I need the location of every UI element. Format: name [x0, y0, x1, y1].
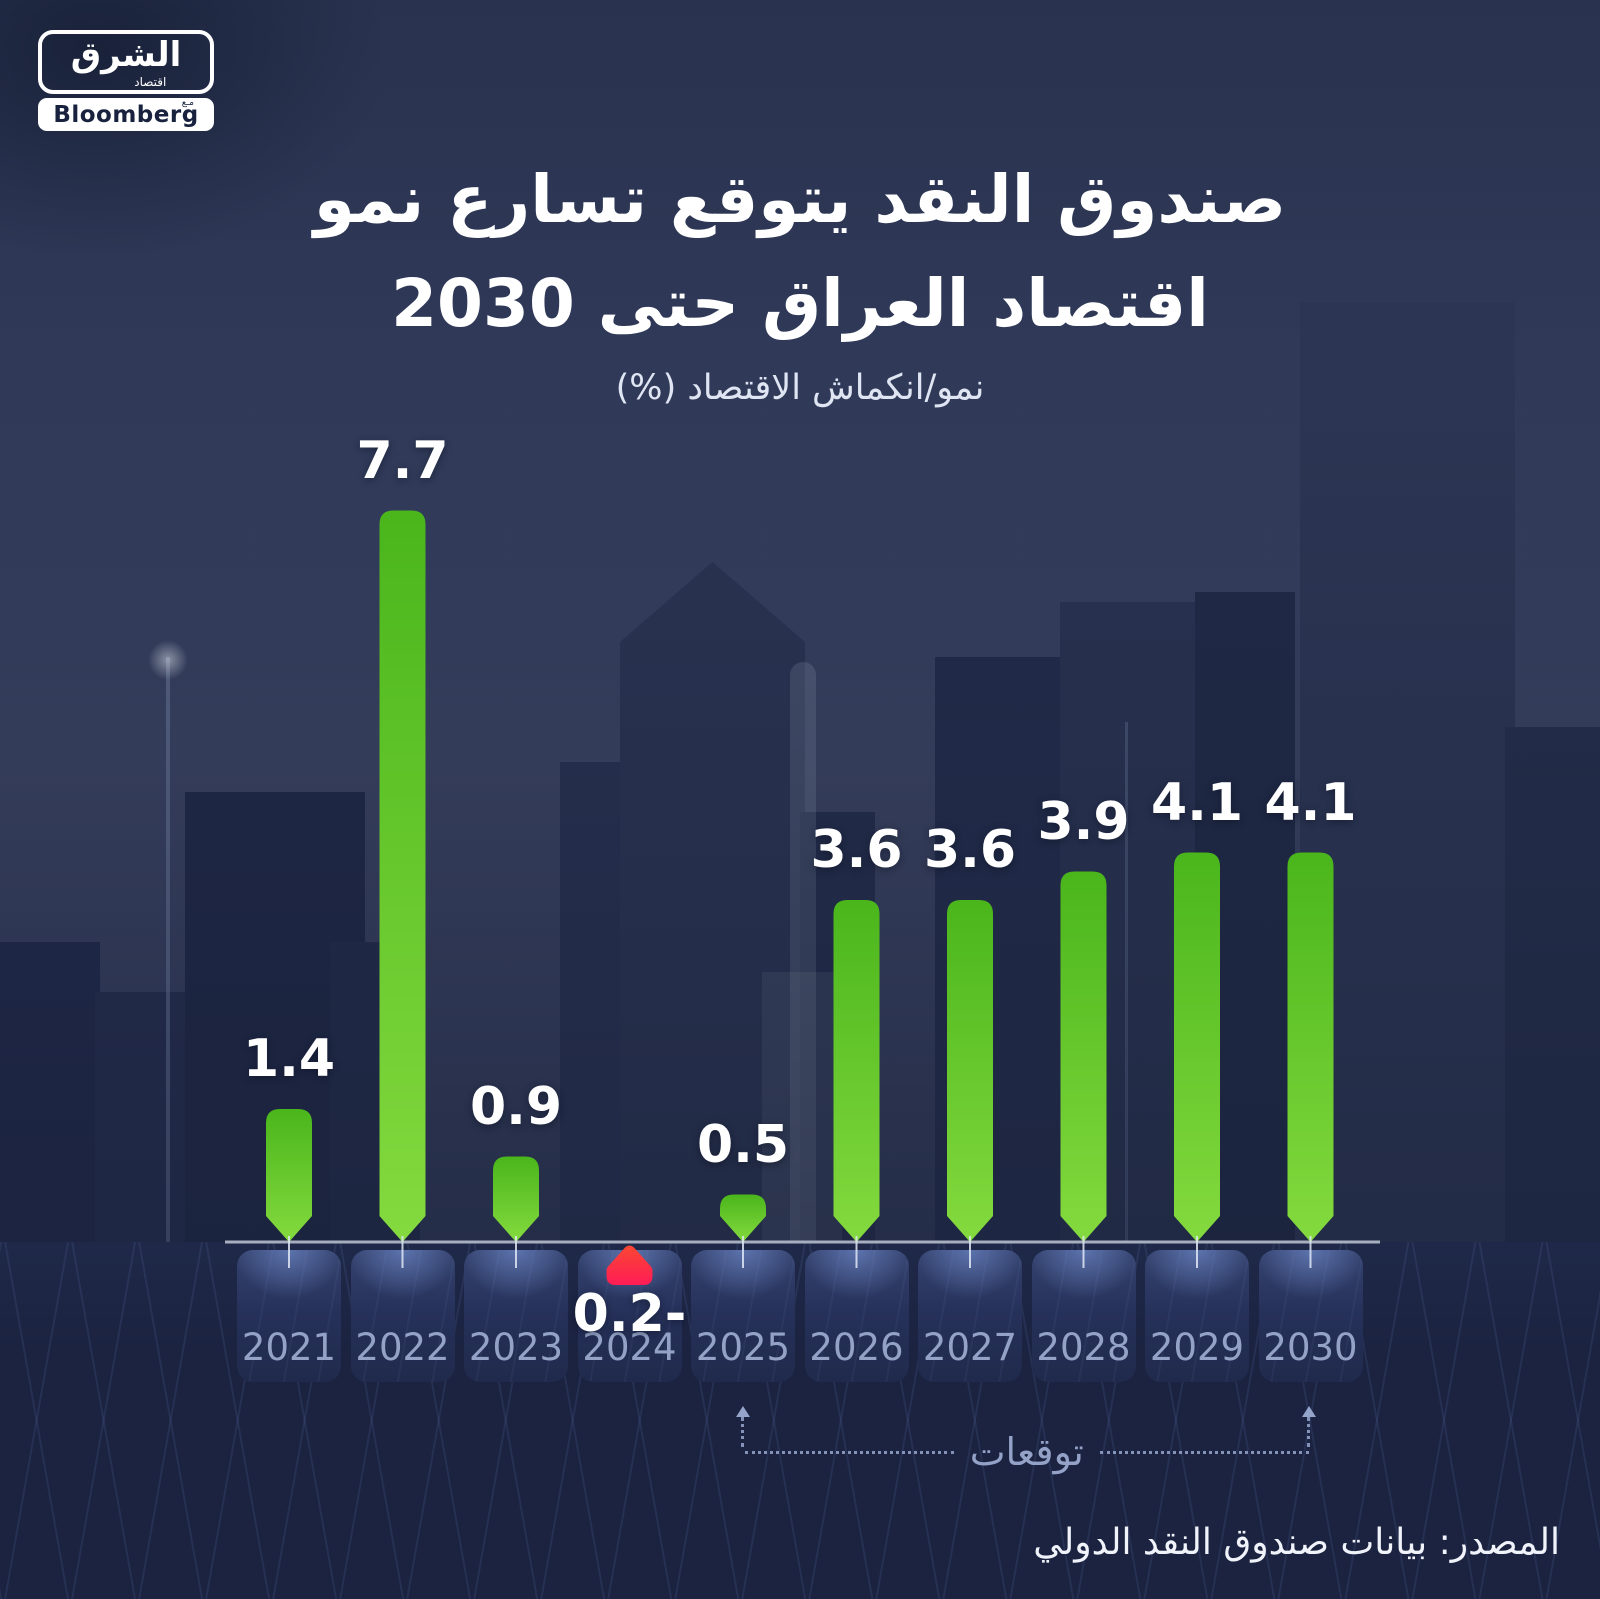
chart-subtitle: نمو/انكماش الاقتصاد (%)	[615, 368, 985, 408]
bar-value-label: 4.1	[1264, 772, 1357, 833]
year-label: 2024	[582, 1326, 677, 1369]
year-label: 2026	[809, 1326, 904, 1369]
bar-value-label: 0.5	[696, 1114, 790, 1175]
page-title-line1: صندوق النقد يتوقع تسارع نمو	[313, 161, 1287, 238]
bar-value-label: 1.4	[242, 1029, 336, 1089]
forecast-arrow-left-icon	[736, 1406, 750, 1417]
year-panel: 2024	[577, 1250, 682, 1382]
year-label: 2023	[468, 1326, 564, 1369]
bar-value-label: 0.2-	[572, 1284, 687, 1344]
forecast-label: توقعات	[969, 1430, 1084, 1474]
year-label: 2022	[355, 1326, 450, 1369]
logo-frame: الشرق اقتصاد	[38, 30, 214, 94]
forecast-stub-right	[1301, 1406, 1316, 1447]
bar-value-label: 0.9	[469, 1076, 563, 1137]
year-label: 2028	[1036, 1326, 1131, 1369]
bar-value-label: 3.9	[1037, 791, 1130, 852]
forecast-bracket: توقعات	[736, 1406, 1316, 1471]
forecast-stub-left	[736, 1406, 750, 1447]
bar-value-label: 3.6	[810, 820, 903, 880]
chart-header: صندوق النقد يتوقع تسارع نمو اقتصاد العرا…	[0, 148, 1600, 408]
forecast-dots-left	[745, 1450, 954, 1454]
year-panel: 2022	[350, 1250, 455, 1382]
logo-bloomberg-wordmark: Bloomberg	[53, 102, 199, 128]
year-panel: 2023	[464, 1250, 568, 1382]
forecast-arrow-right-icon	[1301, 1406, 1316, 1417]
year-label: 2025	[695, 1326, 791, 1369]
logo-arabic-main: الشرق	[70, 35, 182, 75]
forecast-dotted-line: توقعات	[745, 1430, 1309, 1474]
year-label: 2029	[1149, 1326, 1245, 1369]
source-caption: المصدر: بيانات صندوق النقد الدولي	[1033, 1522, 1560, 1563]
bar-value-label: 4.1	[1150, 772, 1244, 833]
year-panel: 2025	[691, 1250, 795, 1382]
year-label: 2030	[1263, 1326, 1358, 1369]
asharq-bloomberg-logo: الشرق اقتصاد مـع Bloomberg	[38, 30, 214, 131]
year-panel: 2021	[237, 1250, 341, 1382]
year-label: 2027	[922, 1326, 1018, 1369]
bar-value-label: 7.7	[356, 430, 449, 491]
year-panel: 2030	[1258, 1250, 1363, 1382]
bar-value-label: 3.6	[923, 820, 1017, 880]
forecast-dots-right	[1099, 1450, 1309, 1454]
page-title-line2: اقتصاد العراق حتى 2030	[391, 265, 1209, 342]
year-label: 2021	[241, 1326, 337, 1369]
year-panel: 2027	[918, 1250, 1022, 1382]
logo-arabic-sub: اقتصاد	[134, 75, 167, 89]
logo-with-word: مـع	[181, 98, 194, 108]
logo-bloomberg-box: مـع Bloomberg	[38, 98, 214, 131]
year-panel: 2029	[1145, 1250, 1249, 1382]
year-panel: 2026	[804, 1250, 909, 1382]
year-panel: 2028	[1031, 1250, 1136, 1382]
